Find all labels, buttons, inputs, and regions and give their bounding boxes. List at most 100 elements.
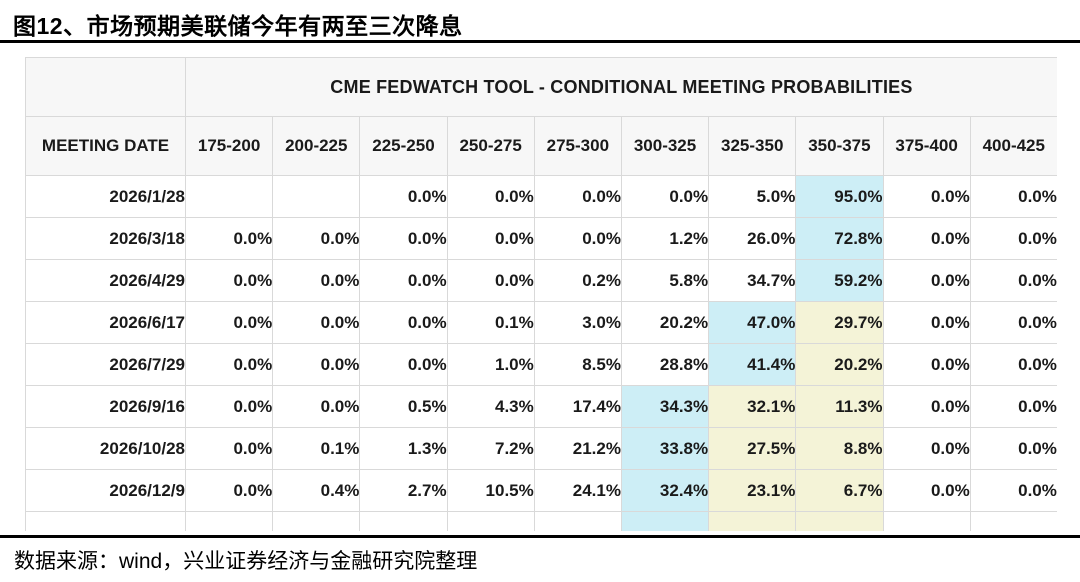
prob-cell: 4.3% xyxy=(446,385,535,428)
prob-cell: 0.0% xyxy=(184,217,274,260)
prob-cell: 29.7% xyxy=(795,301,884,344)
prob-cell: 0.0% xyxy=(882,469,971,512)
prob-cell: 0.0% xyxy=(446,259,535,302)
table-row: 2026/4/29 0.0% 0.0% 0.0% 0.0% 0.2% 5.8% 34.7% 59… xyxy=(25,259,1057,302)
prob-cell xyxy=(882,511,971,531)
table-row: 2026/12/9 0.0% 0.4% 2.7% 10.5% 24.1% 32.4% 23.1… xyxy=(25,469,1057,512)
meeting-date-cell: 2026/1/28 xyxy=(25,175,186,218)
prob-cell: 21.2% xyxy=(533,427,622,470)
prob-cell: 1.3% xyxy=(359,427,448,470)
prob-cell: 0.0% xyxy=(533,217,622,260)
prob-cell: 2.7% xyxy=(359,469,448,512)
prob-cell: 0.0% xyxy=(272,343,361,386)
prob-cell: 0.0% xyxy=(359,343,448,386)
prob-cell xyxy=(272,511,361,531)
fedwatch-probability-table: CME FEDWATCH TOOL - CONDITIONAL MEETING … xyxy=(25,57,1057,531)
rate-range-header: 300-325 xyxy=(620,116,710,176)
prob-cell: 0.0% xyxy=(272,301,361,344)
prob-cell: 0.0% xyxy=(272,385,361,428)
prob-cell: 11.3% xyxy=(795,385,884,428)
prob-cell: 0.0% xyxy=(969,469,1057,512)
rate-range-header: 250-275 xyxy=(446,116,535,176)
prob-cell: 5.8% xyxy=(620,259,710,302)
prob-cell: 24.1% xyxy=(533,469,622,512)
prob-cell: 0.1% xyxy=(446,301,535,344)
prob-cell: 0.0% xyxy=(882,427,971,470)
prob-cell: 0.0% xyxy=(272,217,361,260)
prob-cell: 20.2% xyxy=(795,343,884,386)
meeting-date-cell: 2026/9/16 xyxy=(25,385,186,428)
prob-cell: 23.1% xyxy=(708,469,797,512)
prob-cell: 7.2% xyxy=(446,427,535,470)
prob-cell: 5.0% xyxy=(708,175,797,218)
prob-cell: 0.0% xyxy=(359,175,448,218)
title-rule xyxy=(0,40,1080,43)
prob-cell xyxy=(359,511,448,531)
prob-cell: 0.0% xyxy=(184,469,274,512)
prob-cell xyxy=(272,175,361,218)
rate-range-header: 400-425 xyxy=(969,116,1057,176)
table-row: 2026/10/28 0.0% 0.1% 1.3% 7.2% 21.2% 33.8% 27.5… xyxy=(25,427,1057,470)
prob-cell: 1.0% xyxy=(446,343,535,386)
empty-corner-cell xyxy=(25,57,186,117)
prob-cell: 1.2% xyxy=(620,217,710,260)
prob-cell: 0.1% xyxy=(272,427,361,470)
prob-cell: 0.0% xyxy=(359,217,448,260)
prob-cell: 8.5% xyxy=(533,343,622,386)
prob-cell xyxy=(620,511,710,531)
prob-cell: 0.0% xyxy=(446,217,535,260)
prob-cell: 0.0% xyxy=(969,343,1057,386)
prob-cell xyxy=(184,511,274,531)
prob-cell: 0.0% xyxy=(969,259,1057,302)
prob-cell: 6.7% xyxy=(795,469,884,512)
rate-range-header: 375-400 xyxy=(882,116,971,176)
prob-cell: 0.0% xyxy=(882,385,971,428)
rate-range-header: 225-250 xyxy=(359,116,448,176)
prob-cell: 26.0% xyxy=(708,217,797,260)
prob-cell: 0.0% xyxy=(969,217,1057,260)
prob-cell: 0.0% xyxy=(184,427,274,470)
prob-cell: 95.0% xyxy=(795,175,884,218)
meeting-date-cell: 2026/7/29 xyxy=(25,343,186,386)
prob-cell: 0.2% xyxy=(533,259,622,302)
meeting-date-header: MEETING DATE xyxy=(25,116,186,176)
prob-cell: 34.7% xyxy=(708,259,797,302)
prob-cell: 0.0% xyxy=(359,301,448,344)
prob-cell: 32.4% xyxy=(620,469,710,512)
prob-cell xyxy=(795,511,884,531)
figure-title: 图12、市场预期美联储今年有两至三次降息 xyxy=(13,13,463,39)
prob-cell xyxy=(446,511,535,531)
prob-cell: 0.0% xyxy=(882,259,971,302)
table-row: 2026/9/16 0.0% 0.0% 0.5% 4.3% 17.4% 34.3% 32.1%… xyxy=(25,385,1057,428)
prob-cell xyxy=(533,511,622,531)
prob-cell: 0.0% xyxy=(969,427,1057,470)
table-group-header-row: CME FEDWATCH TOOL - CONDITIONAL MEETING … xyxy=(25,57,1057,117)
prob-cell: 0.0% xyxy=(882,175,971,218)
source-note: 数据来源：wind，兴业证券经济与金融研究院整理 xyxy=(14,550,478,573)
prob-cell: 0.4% xyxy=(272,469,361,512)
meeting-date-cell: 2026/6/17 xyxy=(25,301,186,344)
meeting-date-cell xyxy=(25,511,186,531)
prob-cell: 0.5% xyxy=(359,385,448,428)
prob-cell: 0.0% xyxy=(882,343,971,386)
prob-cell: 0.0% xyxy=(184,343,274,386)
table-row: 2026/6/17 0.0% 0.0% 0.0% 0.1% 3.0% 20.2% 47.0% 2… xyxy=(25,301,1057,344)
prob-cell: 41.4% xyxy=(708,343,797,386)
prob-cell: 0.0% xyxy=(969,301,1057,344)
rate-range-header: 200-225 xyxy=(272,116,361,176)
prob-cell: 59.2% xyxy=(795,259,884,302)
table-group-header: CME FEDWATCH TOOL - CONDITIONAL MEETING … xyxy=(185,57,1057,117)
rate-range-header: 350-375 xyxy=(795,116,884,176)
prob-cell: 8.8% xyxy=(795,427,884,470)
prob-cell xyxy=(184,175,274,218)
prob-cell: 0.0% xyxy=(882,217,971,260)
prob-cell: 0.0% xyxy=(620,175,710,218)
prob-cell: 34.3% xyxy=(620,385,710,428)
prob-cell: 10.5% xyxy=(446,469,535,512)
table-row: 2026/3/18 0.0% 0.0% 0.0% 0.0% 0.0% 1.2% 26.0% 72… xyxy=(25,217,1057,260)
prob-cell: 0.0% xyxy=(533,175,622,218)
table-row: 2026/7/29 0.0% 0.0% 0.0% 1.0% 8.5% 28.8% 41.4% 2… xyxy=(25,343,1057,386)
meeting-date-cell: 2026/10/28 xyxy=(25,427,186,470)
rate-range-header: 325-350 xyxy=(708,116,797,176)
